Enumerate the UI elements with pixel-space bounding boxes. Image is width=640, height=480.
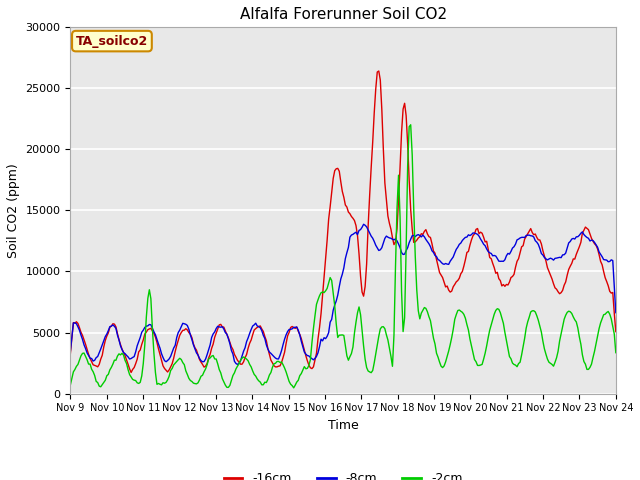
Legend: -16cm, -8cm, -2cm: -16cm, -8cm, -2cm (219, 467, 467, 480)
Text: TA_soilco2: TA_soilco2 (76, 35, 148, 48)
Title: Alfalfa Forerunner Soil CO2: Alfalfa Forerunner Soil CO2 (239, 7, 447, 22)
X-axis label: Time: Time (328, 419, 358, 432)
Y-axis label: Soil CO2 (ppm): Soil CO2 (ppm) (7, 163, 20, 258)
